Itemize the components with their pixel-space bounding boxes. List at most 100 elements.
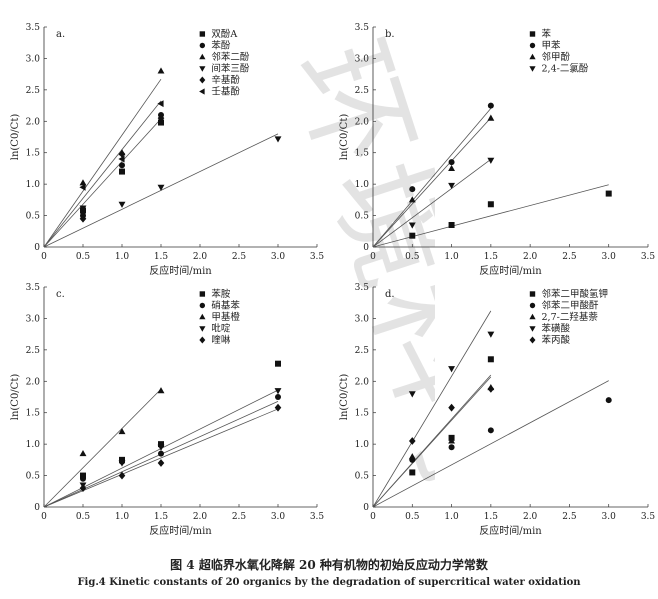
x-tick-label: 0.5 <box>76 512 91 522</box>
x-tick-label: 2.5 <box>562 512 577 522</box>
y-tick-label: 2.0 <box>26 117 41 127</box>
legend-marker <box>199 76 206 84</box>
data-point <box>79 214 87 223</box>
y-axis-label: ln(C0/Ct) <box>10 114 21 161</box>
y-tick-label: 1.0 <box>355 180 370 190</box>
x-tick-label: 2.0 <box>523 252 538 262</box>
y-tick-label: 1.5 <box>355 409 370 419</box>
y-axis-label: ln(C0/Ct) <box>339 114 350 161</box>
data-point <box>79 205 87 212</box>
x-tick-label: 2.0 <box>523 512 538 522</box>
data-point <box>275 394 281 400</box>
x-tick-label: 1.0 <box>444 512 459 522</box>
data-point <box>118 155 125 163</box>
x-tick-label: 1.5 <box>484 252 499 262</box>
fit-line <box>372 310 492 508</box>
legend-label: 邻甲酚 <box>542 51 571 63</box>
y-tick-label: 1.5 <box>26 149 41 159</box>
x-tick-label: 1.5 <box>154 512 169 522</box>
x-tick-label: 1.0 <box>115 512 130 522</box>
x-tick-label: 1.5 <box>484 512 499 522</box>
data-point <box>79 449 87 457</box>
x-tick-label: 0 <box>370 252 376 262</box>
panel-label: d. <box>385 289 395 300</box>
y-tick-label: 2.0 <box>355 377 370 387</box>
x-tick-label: 0 <box>41 252 47 262</box>
data-point <box>487 384 495 393</box>
y-tick-label: 1.0 <box>26 440 41 450</box>
x-tick-label: 3.5 <box>641 252 656 262</box>
legend-label: 喹啉 <box>211 334 231 346</box>
data-point <box>487 102 494 109</box>
data-point <box>157 444 165 451</box>
data-point <box>157 100 164 108</box>
panel-label: c. <box>56 289 65 300</box>
x-tick-label: 2.5 <box>562 252 577 262</box>
data-point <box>408 391 416 398</box>
legend-marker <box>529 66 536 72</box>
x-axis-label: 反应时间/min <box>479 524 542 537</box>
data-point <box>448 403 455 412</box>
data-point <box>487 331 495 338</box>
legend-label: 间苯三酚 <box>211 63 250 75</box>
data-point <box>275 360 281 367</box>
data-point <box>487 427 494 434</box>
x-tick-label: 1.5 <box>154 252 169 262</box>
caption-en: Fig.4 Kinetic constants of 20 organics b… <box>77 577 581 588</box>
x-tick-label: 3.0 <box>271 252 286 262</box>
y-tick-label: 0.5 <box>355 472 370 482</box>
data-point <box>448 444 455 451</box>
y-tick-label: 0 <box>363 503 369 513</box>
y-axis-label: ln(C0/Ct) <box>10 374 21 421</box>
y-tick-label: 0 <box>363 243 369 253</box>
legend-label: 苯酚 <box>211 40 231 52</box>
x-tick-label: 3.0 <box>602 512 617 522</box>
y-tick-label: 0 <box>34 243 40 253</box>
legend-label: 苯 <box>542 28 552 40</box>
y-tick-label: 0.5 <box>26 212 41 222</box>
y-tick-label: 1.5 <box>26 409 41 419</box>
panel-label: a. <box>56 29 65 40</box>
y-tick-label: 0.5 <box>26 472 41 482</box>
x-tick-label: 3.0 <box>602 252 617 262</box>
data-point <box>157 114 165 123</box>
y-tick-label: 2.5 <box>355 86 370 96</box>
data-point <box>157 184 165 191</box>
caption-cn: 图 4 超临界水氧化降解 20 种有机物的初始反应动力学常数 <box>170 558 488 572</box>
x-axis-label: 反应时间/min <box>149 264 212 277</box>
data-point <box>487 114 495 121</box>
y-tick-label: 3.0 <box>355 54 370 64</box>
data-point <box>448 437 456 444</box>
fit-line <box>372 117 492 248</box>
legend-label: 硝基苯 <box>211 300 240 312</box>
y-axis-label: ln(C0/Ct) <box>339 374 350 421</box>
data-point <box>605 397 612 404</box>
data-point <box>487 356 494 363</box>
x-tick-label: 3.5 <box>310 252 325 262</box>
data-point <box>487 157 495 164</box>
data-point <box>448 222 455 228</box>
data-point <box>487 201 494 208</box>
y-tick-label: 2.5 <box>26 86 41 96</box>
legend-label: 甲苯 <box>542 40 562 52</box>
x-tick-label: 1.0 <box>444 252 459 262</box>
data-point <box>118 460 126 467</box>
data-point <box>448 164 456 171</box>
y-tick-label: 3.0 <box>355 314 370 324</box>
legend-marker <box>529 302 536 309</box>
y-tick-label: 3.0 <box>26 314 41 324</box>
x-axis-label: 反应时间/min <box>149 524 212 537</box>
data-point <box>448 182 456 189</box>
y-tick-label: 1.0 <box>26 180 41 190</box>
y-tick-label: 3.5 <box>355 283 370 293</box>
legend-label: 邻苯二甲酸酐 <box>542 300 600 312</box>
legend-marker <box>199 302 206 309</box>
legend-marker <box>199 336 206 344</box>
legend-marker <box>199 42 206 49</box>
data-point <box>408 196 416 203</box>
y-tick-label: 2.0 <box>26 377 41 387</box>
legend-label: 邻苯二甲酸氢钾 <box>542 288 609 300</box>
data-point <box>119 162 125 169</box>
legend-marker <box>199 31 206 37</box>
data-point <box>79 183 86 191</box>
